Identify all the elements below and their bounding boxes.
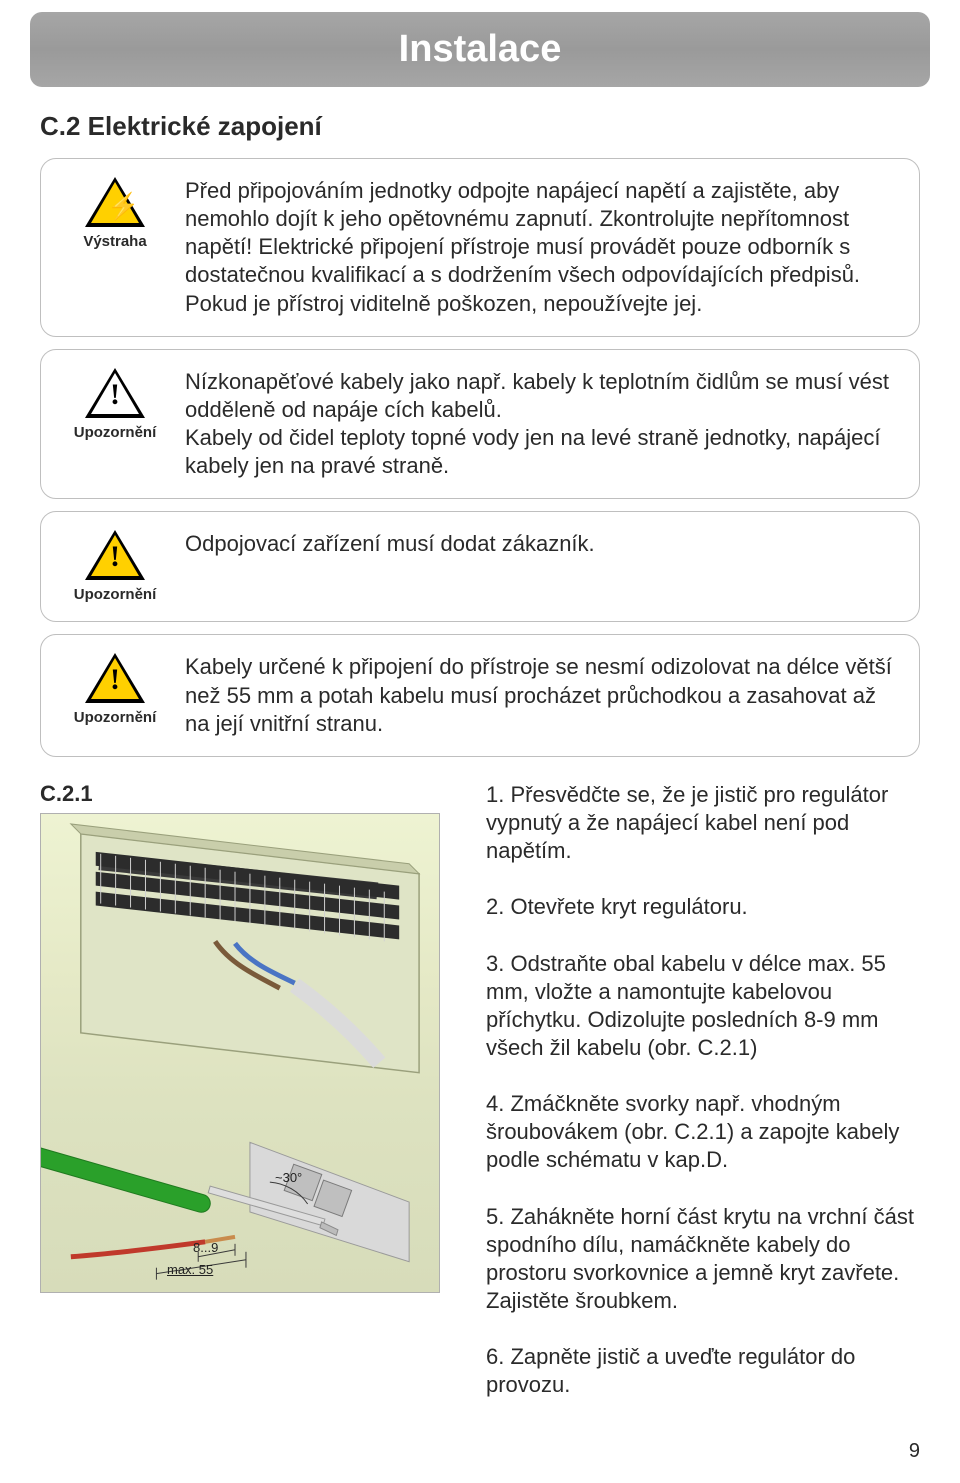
page-number: 9 — [0, 1440, 920, 1463]
step-4: 4. Zmáčkněte svorky např. vhodným šroubo… — [486, 1090, 920, 1174]
strip-label: 8...9 — [193, 1240, 218, 1255]
note-vystraha: ⚡ Výstraha Před připojováním jednotky od… — [40, 158, 920, 337]
note-upozorneni-2: ! Upozornění Odpojovací zařízení musí do… — [40, 511, 920, 622]
step-2: 2. Otevřete kryt regulátoru. — [486, 893, 920, 921]
step-5: 5. Zahákněte horní část krytu na vrchní … — [486, 1203, 920, 1316]
step-3: 3. Odstraňte obal kabelu v délce max. 55… — [486, 950, 920, 1063]
header-banner: Instalace — [30, 12, 930, 87]
header-title: Instalace — [399, 28, 562, 70]
warning-icon: ! — [85, 653, 145, 703]
max-label: max. 55 — [167, 1262, 213, 1277]
note-text: Odpojovací zařízení musí dodat zákazník. — [185, 530, 895, 558]
wiring-diagram-icon — [41, 814, 439, 1292]
step-1: 1. Přesvědčte se, že je jistič pro regul… — [486, 781, 920, 865]
note-upozorneni-3: ! Upozornění Kabely určené k připojení d… — [40, 634, 920, 756]
note-icon-col: ! Upozornění — [65, 368, 165, 441]
section-heading: C.2 Elektrické zapojení — [40, 111, 920, 142]
voltage-warning-icon: ⚡ — [85, 177, 145, 227]
note-upozorneni-1: ! Upozornění Nízkonapěťové kabely jako n… — [40, 349, 920, 500]
note-text: Před připojováním jednotky odpojte napáj… — [185, 177, 895, 318]
c21-steps: 1. Přesvědčte se, že je jistič pro regul… — [486, 781, 920, 1428]
c21-left: C.2.1 — [40, 781, 470, 1428]
note-text: Kabely určené k připojení do přístroje s… — [185, 653, 895, 737]
c21-label: C.2.1 — [40, 781, 470, 807]
c21-illustration: ~30° 8...9 max. 55 — [40, 813, 440, 1293]
angle-label: ~30° — [275, 1170, 302, 1185]
note-text: Nízkonapěťové kabely jako např. kabely k… — [185, 368, 895, 481]
c21-row: C.2.1 — [40, 781, 920, 1428]
note-icon-col: ⚡ Výstraha — [65, 177, 165, 250]
note-label: Upozornění — [74, 709, 157, 726]
caution-icon: ! — [85, 368, 145, 418]
warning-icon: ! — [85, 530, 145, 580]
note-label: Upozornění — [74, 424, 157, 441]
step-6: 6. Zapněte jistič a uveďte regulátor do … — [486, 1343, 920, 1399]
note-icon-col: ! Upozornění — [65, 530, 165, 603]
note-icon-col: ! Upozornění — [65, 653, 165, 726]
note-label: Upozornění — [74, 586, 157, 603]
note-label: Výstraha — [83, 233, 146, 250]
